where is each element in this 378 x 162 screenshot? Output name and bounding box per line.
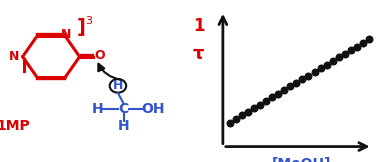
Point xyxy=(269,96,275,99)
Point xyxy=(263,100,269,102)
Text: O: O xyxy=(94,49,105,62)
Text: N: N xyxy=(9,50,20,63)
Text: OH: OH xyxy=(142,102,165,116)
Text: H: H xyxy=(118,119,130,133)
Point xyxy=(257,103,263,106)
Point xyxy=(348,49,354,52)
Point xyxy=(336,56,342,59)
Point xyxy=(342,52,348,55)
Point xyxy=(330,60,336,62)
Point xyxy=(311,71,318,73)
Point xyxy=(251,107,257,110)
Point xyxy=(293,81,299,84)
Point xyxy=(299,78,305,81)
Point xyxy=(233,118,239,120)
Text: τ: τ xyxy=(193,45,204,63)
Text: [MeOH]: [MeOH] xyxy=(272,157,332,162)
Text: ]: ] xyxy=(77,18,86,37)
Point xyxy=(318,67,324,70)
Text: H: H xyxy=(113,79,123,92)
Point xyxy=(366,38,372,40)
Text: 1: 1 xyxy=(193,17,204,35)
Text: N: N xyxy=(61,28,71,41)
Point xyxy=(324,63,330,66)
Point xyxy=(281,89,287,91)
Point xyxy=(239,114,245,117)
Point xyxy=(305,74,311,77)
Text: H: H xyxy=(91,102,103,116)
Point xyxy=(275,92,281,95)
Text: C: C xyxy=(119,102,129,116)
Point xyxy=(287,85,293,88)
Text: 3: 3 xyxy=(85,16,92,26)
Point xyxy=(360,42,366,44)
Point xyxy=(245,110,251,113)
Point xyxy=(354,45,360,48)
Point xyxy=(227,122,233,124)
Text: 1MP: 1MP xyxy=(0,119,31,133)
